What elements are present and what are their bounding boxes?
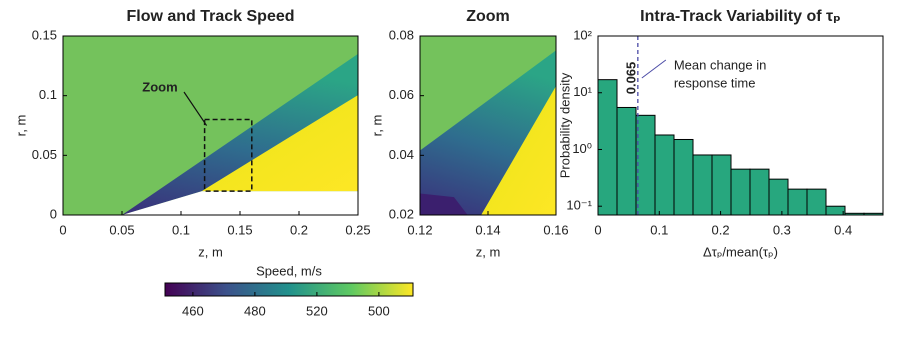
y-tick-label: 0.02 (389, 206, 414, 221)
chart-title: Intra-Track Variability of τₚ (640, 8, 841, 25)
x-tick-label: 0.2 (712, 222, 730, 237)
field-high-speed (481, 86, 556, 216)
annotation: Mean change in (674, 57, 767, 72)
histogram-bar (825, 205, 846, 216)
x-tick-label: 0.25 (345, 222, 370, 237)
histogram-bar (635, 114, 656, 216)
x-tick-label: 0.05 (109, 222, 134, 237)
field-shock-band (122, 53, 358, 216)
mean-value-label: 0.065 (623, 62, 638, 95)
y-tick-label: 0.05 (32, 147, 57, 162)
histogram-bar (806, 188, 827, 216)
x-tick-label: 0.1 (650, 222, 668, 237)
axes-box (62, 35, 359, 216)
field-high-speed (201, 95, 358, 192)
histogram-bar (749, 168, 770, 216)
colorbar-tick-label: 500 (368, 303, 390, 318)
y-tick-label: 0.08 (389, 27, 414, 42)
histogram-bar (787, 188, 808, 216)
x-axis-label: z, m (198, 244, 223, 259)
histogram-bar (692, 154, 713, 216)
y-axis-label: r, m (369, 115, 384, 137)
x-tick-label: 0.15 (227, 222, 252, 237)
histogram-bar (597, 79, 618, 216)
colorbar-tick-label: 520 (306, 303, 328, 318)
field-no-data (122, 191, 358, 215)
histogram-bar (768, 178, 789, 216)
y-tick-label: 0.1 (39, 87, 57, 102)
colorbar (164, 282, 414, 297)
chart-title: Flow and Track Speed (126, 8, 294, 25)
colorbar-tick-label: 480 (244, 303, 266, 318)
y-tick-label: 0.04 (389, 147, 414, 162)
y-tick-label: 10¹ (573, 84, 592, 99)
histogram-bar (730, 168, 751, 216)
y-tick-label: 10⁻¹ (566, 198, 592, 213)
x-tick-label: 0.2 (290, 222, 308, 237)
x-tick-label: 0.12 (407, 222, 432, 237)
annotation-leader (641, 59, 667, 79)
x-tick-label: 0.4 (834, 222, 852, 237)
x-axis-label: z, m (476, 244, 501, 259)
x-tick-label: 0.1 (172, 222, 190, 237)
chart-title: Zoom (466, 8, 510, 25)
annotation-arrow (183, 91, 208, 126)
colorbar-tick-label: 460 (182, 303, 204, 318)
histogram-bar (673, 138, 694, 216)
x-tick-label: 0.3 (773, 222, 791, 237)
x-tick-label: 0 (59, 222, 66, 237)
x-axis-label: Δτₚ/mean(τₚ) (703, 244, 778, 259)
annotation: response time (674, 75, 756, 90)
histogram-bar (711, 154, 732, 216)
x-tick-label: 0 (594, 222, 601, 237)
y-tick-label: 10⁰ (572, 141, 592, 156)
y-axis-label: Probability density (557, 72, 572, 178)
colorbar-label: Speed, m/s (256, 263, 322, 278)
x-tick-label: 0.14 (475, 222, 500, 237)
histogram-bar (654, 134, 675, 216)
y-axis-label: r, m (13, 115, 28, 137)
zoom-box (203, 118, 253, 192)
histogram-bar (616, 106, 637, 216)
axes-box (597, 35, 884, 216)
field-low-speed (420, 193, 468, 215)
y-tick-label: 0.06 (389, 87, 414, 102)
field-shock-band (420, 50, 556, 215)
x-tick-label: 0.16 (543, 222, 568, 237)
y-tick-label: 10² (573, 27, 592, 42)
y-tick-label: 0.15 (32, 27, 57, 42)
y-tick-label: 0 (50, 206, 57, 221)
annotation: Zoom (142, 79, 177, 94)
